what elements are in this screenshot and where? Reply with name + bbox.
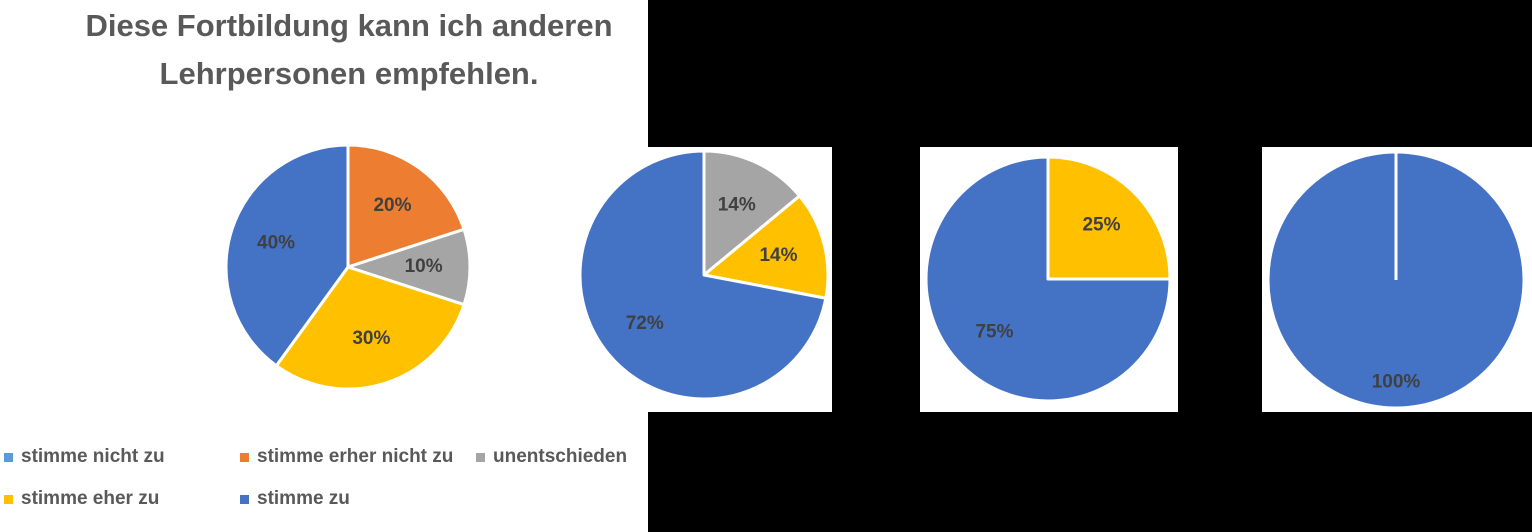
data-label-stimme-erher-nicht-zu: 20% xyxy=(373,195,411,216)
legend-item-stimme-eher-zu: stimme eher zu xyxy=(4,488,159,510)
legend-label: stimme zu xyxy=(257,488,350,509)
pie-slice-stimme-zu xyxy=(578,149,828,401)
legend-label: stimme eher zu xyxy=(21,488,160,509)
legend-item-stimme-nicht-zu: stimme nicht zu xyxy=(4,446,165,468)
chart-title: Diese Fortbildung kann ich anderen Lehrp… xyxy=(0,2,698,98)
data-label-stimme-zu: 75% xyxy=(975,322,1013,343)
pie-slice-unentschieden xyxy=(702,149,802,277)
legend-label: stimme nicht zu xyxy=(21,446,165,467)
data-label-stimme-zu: 72% xyxy=(626,313,664,334)
legend-swatch xyxy=(240,452,249,462)
pie-chart-2: 14% 14% 72% xyxy=(578,149,830,401)
data-label-unentschieden: 14% xyxy=(718,194,756,215)
pie-slice-stimme-zu xyxy=(924,155,1172,403)
legend-swatch xyxy=(4,494,13,504)
pie-slice-stimme-erher-nicht-zu xyxy=(346,143,466,269)
legend-item-stimme-erher-nicht-zu: stimme erher nicht zu xyxy=(240,446,453,468)
pie-chart-3: 25% 75% xyxy=(924,155,1172,403)
pie-chart-4: 100% xyxy=(1266,150,1526,410)
data-label-stimme-eher-zu: 30% xyxy=(352,328,390,349)
pie-slice-stimme-eher-zu xyxy=(274,265,466,391)
legend-label: stimme erher nicht zu xyxy=(257,446,454,467)
legend-swatch xyxy=(4,452,13,462)
legend-swatch xyxy=(240,494,249,504)
pie-chart-1: 20% 10% 30% 40% xyxy=(224,143,472,391)
data-label-stimme-zu: 100% xyxy=(1372,371,1421,392)
main-chart-panel: Diese Fortbildung kann ich anderen Lehrp… xyxy=(0,0,648,532)
data-label-stimme-eher-zu: 25% xyxy=(1082,215,1120,236)
pie-slice-stimme-eher-zu xyxy=(1046,155,1172,281)
chart-legend: stimme nicht zu stimme erher nicht zu un… xyxy=(4,446,644,526)
legend-label: unentschieden xyxy=(493,446,628,467)
data-label-unentschieden: 10% xyxy=(405,256,443,277)
legend-item-unentschieden: unentschieden xyxy=(476,446,627,468)
legend-item-stimme-zu: stimme zu xyxy=(240,488,350,510)
data-label-stimme-eher-zu: 14% xyxy=(759,245,797,266)
pie-slice-stimme-eher-zu xyxy=(702,194,830,300)
legend-swatch xyxy=(476,452,485,462)
data-label-stimme-zu: 40% xyxy=(257,233,295,254)
chart-title-line-1: Diese Fortbildung kann ich anderen xyxy=(85,8,613,43)
chart-title-line-2: Lehrpersonen empfehlen. xyxy=(159,56,539,91)
pie-slice-stimme-zu xyxy=(224,143,350,368)
